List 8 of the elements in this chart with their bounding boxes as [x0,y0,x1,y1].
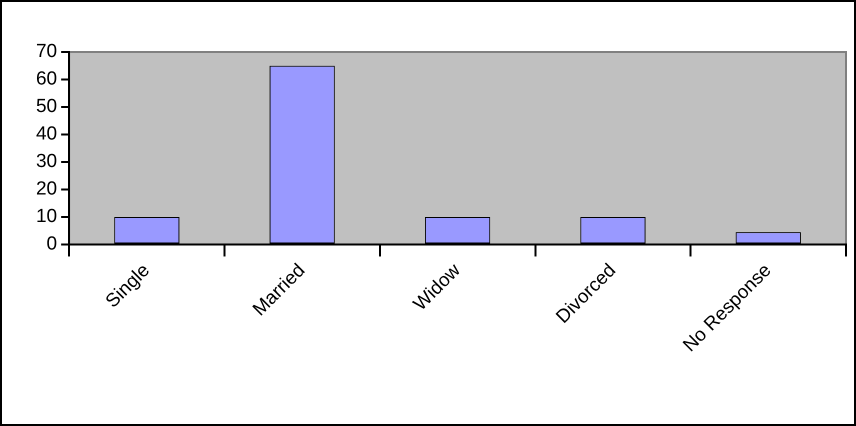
y-tick-label: 20 [36,178,58,200]
y-tick-label: 0 [46,234,58,255]
y-tick-label: 70 [36,41,58,62]
y-tick-label: 60 [36,68,58,90]
y-tick-label: 30 [36,151,58,172]
y-tick-label: 50 [36,96,58,118]
y-tick-label: 40 [36,124,58,145]
y-tick-label: 10 [36,206,58,228]
